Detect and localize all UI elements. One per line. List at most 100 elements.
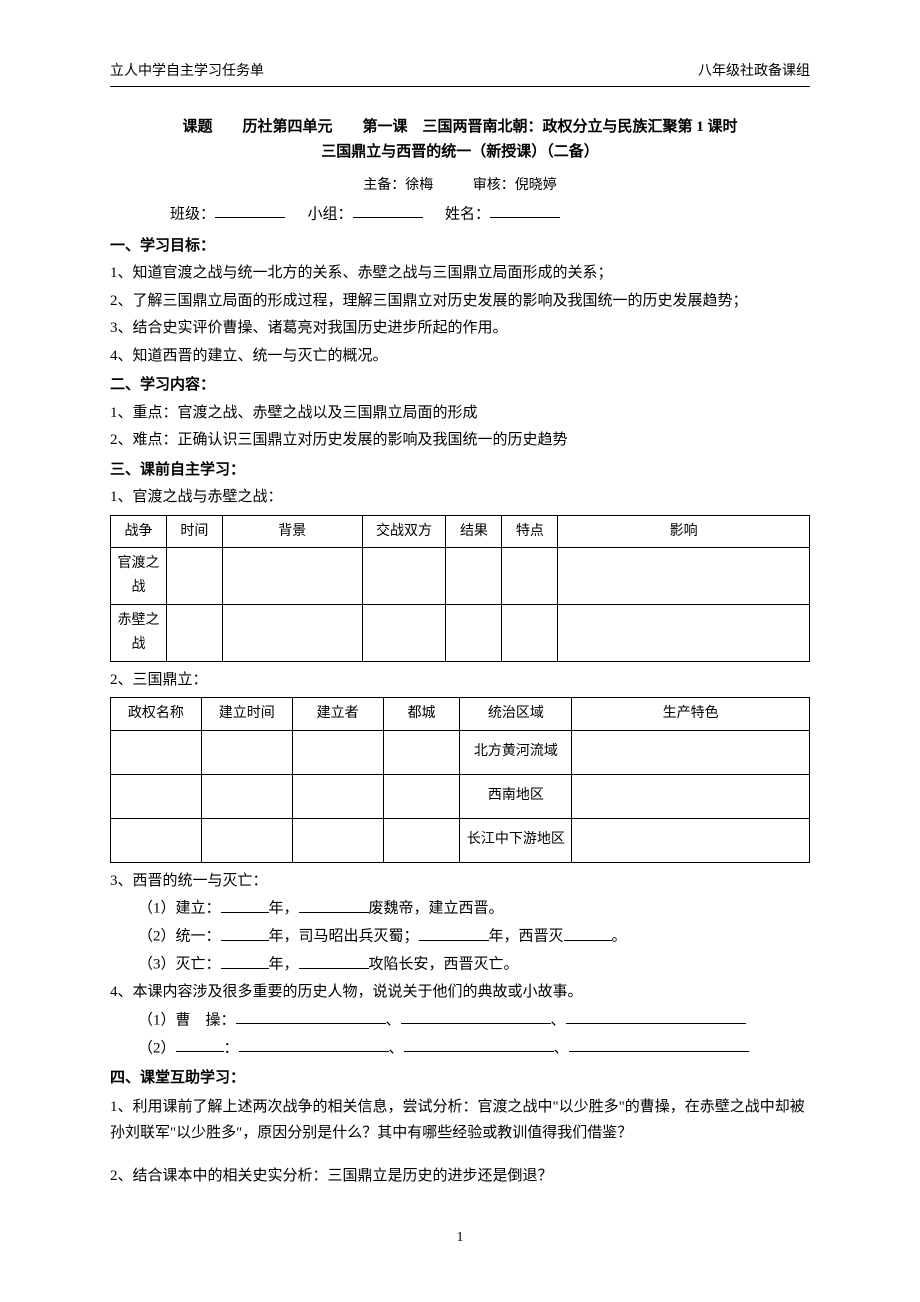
cell-blank[interactable] (292, 730, 383, 774)
cell-blank[interactable] (383, 730, 460, 774)
s3-q3-2: （2）统一：年，司马昭出兵灭蜀；年，西晋灭。 (110, 924, 810, 950)
cell-guandu: 官渡之战 (111, 548, 167, 605)
s3-q3: 3、西晋的统一与灭亡： (110, 869, 810, 895)
s3-q3-3: （3）灭亡： 年， 攻陷长安，西晋灭亡。 (110, 952, 810, 978)
table-row: 政权名称 建立时间 建立者 都城 统治区域 生产特色 (111, 698, 810, 731)
blank[interactable] (299, 896, 369, 913)
cell-region1: 北方黄河流域 (460, 730, 572, 774)
cell-blank[interactable] (446, 548, 502, 605)
blank-xiaozu[interactable] (353, 202, 423, 219)
blank[interactable] (236, 1008, 386, 1025)
cell-blank[interactable] (572, 774, 810, 818)
cell-region3: 长江中下游地区 (460, 818, 572, 862)
s1-item2: 2、了解三国鼎立局面的形成过程，理解三国鼎立对历史发展的影响及我国统一的历史发展… (110, 289, 810, 315)
s1-item3: 3、结合史实评价曹操、诸葛亮对我国历史进步所起的作用。 (110, 316, 810, 342)
cell-blank[interactable] (166, 548, 222, 605)
text: 年，西晋灭 (489, 929, 564, 945)
cell-blank[interactable] (446, 604, 502, 661)
cell-blank[interactable] (111, 730, 202, 774)
cell-blank[interactable] (558, 604, 810, 661)
blank[interactable] (569, 1036, 749, 1053)
s3-q4-1: （1）曹 操： 、 、 (110, 1008, 810, 1034)
text: ： (224, 1040, 239, 1056)
section3-head: 三、课前自主学习： (110, 458, 810, 484)
cell-blank[interactable] (572, 818, 810, 862)
text: （1）曹 操： (138, 1012, 236, 1028)
cell-blank[interactable] (362, 548, 446, 605)
cell-blank[interactable] (292, 818, 383, 862)
cell-blank[interactable] (201, 818, 292, 862)
table-row: 赤壁之战 (111, 604, 810, 661)
th-prod: 生产特色 (572, 698, 810, 731)
th-war: 战争 (111, 515, 167, 548)
blank[interactable] (299, 952, 369, 969)
blank[interactable] (239, 1036, 389, 1053)
header-left: 立人中学自主学习任务单 (110, 60, 264, 84)
cell-blank[interactable] (502, 604, 558, 661)
text: （1）建立： (138, 901, 221, 917)
blank[interactable] (401, 1008, 551, 1025)
blank[interactable] (566, 1008, 746, 1025)
text: 、 (389, 1040, 404, 1056)
authors-row: 主备：徐梅 审核：倪晓婷 (110, 174, 810, 198)
blank-banji[interactable] (215, 202, 285, 219)
s3-q1: 1、官渡之战与赤壁之战： (110, 485, 810, 511)
section1-head: 一、学习目标： (110, 234, 810, 260)
table-row: 战争 时间 背景 交战双方 结果 特点 影响 (111, 515, 810, 548)
cell-blank[interactable] (292, 774, 383, 818)
text: 。 (612, 929, 627, 945)
cell-blank[interactable] (201, 730, 292, 774)
s3-q4: 4、本课内容涉及很多重要的历史人物，说说关于他们的典故或小故事。 (110, 980, 810, 1006)
author-zhubei: 主备：徐梅 (363, 178, 433, 193)
th-name: 政权名称 (111, 698, 202, 731)
s1-item1: 1、知道官渡之战与统一北方的关系、赤壁之战与三国鼎立局面形成的关系； (110, 261, 810, 287)
text: 年， (269, 901, 299, 917)
th-effect: 影响 (558, 515, 810, 548)
th-time: 建立时间 (201, 698, 292, 731)
text: 攻陷长安，西晋灭亡。 (369, 957, 519, 973)
text: 年， (269, 957, 299, 973)
text: （3）灭亡： (138, 957, 221, 973)
th-feature: 特点 (502, 515, 558, 548)
cell-blank[interactable] (222, 548, 362, 605)
cell-blank[interactable] (166, 604, 222, 661)
blank[interactable] (221, 952, 269, 969)
blank[interactable] (221, 896, 269, 913)
cell-blank[interactable] (383, 818, 460, 862)
table-row: 官渡之战 (111, 548, 810, 605)
blank[interactable] (176, 1036, 224, 1053)
table-row: 长江中下游地区 (111, 818, 810, 862)
page-header: 立人中学自主学习任务单 八年级社政备课组 (110, 60, 810, 87)
cell-blank[interactable] (201, 774, 292, 818)
header-right: 八年级社政备课组 (698, 60, 810, 84)
s3-q3-1: （1）建立： 年， 废魏帝，建立西晋。 (110, 896, 810, 922)
blank-xingming[interactable] (490, 202, 560, 219)
text: 、 (551, 1012, 566, 1028)
text: 、 (386, 1012, 401, 1028)
blank[interactable] (404, 1036, 554, 1053)
cell-blank[interactable] (111, 818, 202, 862)
s2-item2: 2、难点：正确认识三国鼎立对历史发展的影响及我国统一的历史趋势 (110, 428, 810, 454)
cell-blank[interactable] (383, 774, 460, 818)
cell-blank[interactable] (572, 730, 810, 774)
cell-blank[interactable] (362, 604, 446, 661)
label-banji: 班级： (170, 206, 215, 222)
title-line2: 三国鼎立与西晋的统一（新授课）（二备） (110, 140, 810, 166)
s3-q4-2: （2）：、、 (110, 1036, 810, 1062)
title-block: 课题 历社第四单元 第一课 三国两晋南北朝：政权分立与民族汇聚第 1 课时 三国… (110, 115, 810, 166)
blank[interactable] (221, 924, 269, 941)
cell-blank[interactable] (222, 604, 362, 661)
section2-head: 二、学习内容： (110, 373, 810, 399)
text: 废魏帝，建立西晋。 (369, 901, 504, 917)
cell-blank[interactable] (502, 548, 558, 605)
blank[interactable] (419, 924, 489, 941)
cell-blank[interactable] (558, 548, 810, 605)
s3-q2: 2、三国鼎立： (110, 668, 810, 694)
section4-head: 四、课堂互助学习： (110, 1066, 810, 1092)
s4-q1: 1、利用课前了解上述两次战争的相关信息，尝试分析：官渡之战中"以少胜多"的曹操，… (110, 1095, 810, 1146)
s2-item1: 1、重点：官渡之战、赤壁之战以及三国鼎立局面的形成 (110, 401, 810, 427)
page-number: 1 (110, 1226, 810, 1250)
th-capital: 都城 (383, 698, 460, 731)
blank[interactable] (564, 924, 612, 941)
cell-blank[interactable] (111, 774, 202, 818)
